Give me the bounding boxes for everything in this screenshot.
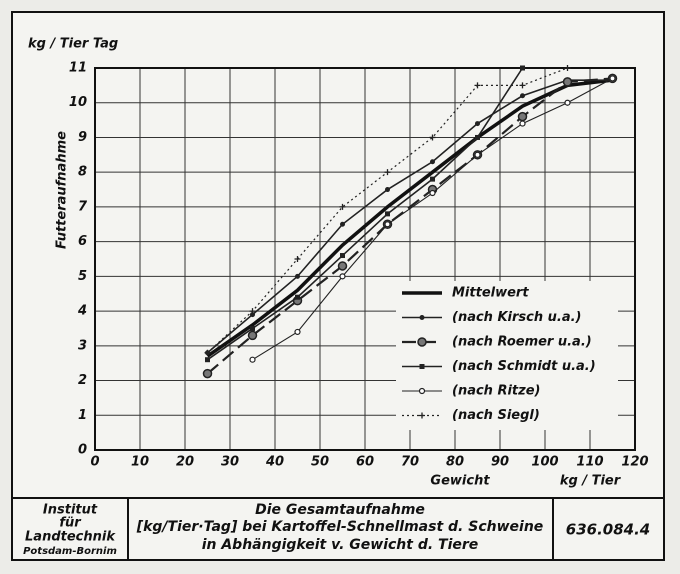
x-tick-label: 100 [531, 455, 558, 470]
institute: Potsdam-Bornim [23, 546, 117, 557]
x-unit: kg / Tier [560, 474, 622, 489]
y-tick-label: 9 [78, 130, 87, 145]
x-axis-label: Gewicht [430, 474, 490, 489]
marker [562, 77, 573, 87]
x-tick-label: 0 [90, 455, 99, 470]
x-tick-label: 60 [356, 455, 374, 470]
y-tick-label: 11 [69, 61, 87, 76]
x-tick-label: 110 [576, 455, 603, 470]
series-line [206, 77, 613, 375]
marker [205, 357, 210, 363]
marker [295, 273, 300, 279]
legend-label: (nach Kirsch u.a.) [452, 310, 581, 325]
marker [294, 256, 301, 262]
y-tick-label: 8 [78, 165, 87, 180]
marker [520, 93, 525, 99]
marker [249, 308, 256, 315]
marker [204, 349, 211, 356]
institute: Institut [43, 503, 98, 518]
marker [385, 187, 390, 193]
marker [202, 368, 213, 379]
y-tick-label: 4 [77, 304, 87, 319]
marker [418, 387, 426, 395]
footer-title: in Abhängigkeit v. Gewicht d. Tiere [202, 537, 479, 553]
legend-label: (nach Schmidt u.a.) [452, 359, 596, 374]
x-tick-label: 80 [446, 455, 464, 470]
marker [250, 325, 255, 331]
footer-title: Die Gesamtaufnahme [255, 502, 425, 518]
legend-label: Mittelwert [452, 286, 529, 301]
marker [429, 189, 436, 197]
footer-title: [kg/Tier·Tag] bei Kartoffel-Schnellmast … [136, 519, 544, 535]
y-tick-label: 5 [78, 269, 87, 284]
series-line [206, 79, 613, 354]
marker [475, 121, 480, 127]
y-tick-label: 1 [78, 408, 87, 423]
y-tick-label: 10 [69, 95, 87, 110]
y-axis-label: Futteraufnahme [55, 131, 70, 249]
marker [564, 99, 571, 106]
x-tick-label: 40 [265, 455, 284, 470]
y-tick-label: 7 [78, 199, 88, 214]
marker [384, 221, 391, 228]
marker [429, 134, 436, 141]
marker [294, 328, 301, 336]
marker [247, 330, 258, 341]
marker [430, 159, 435, 165]
y-tick-label: 6 [78, 234, 87, 249]
marker [340, 221, 345, 227]
marker [419, 412, 425, 419]
x-tick-label: 70 [401, 455, 419, 470]
marker [384, 169, 391, 176]
marker [249, 356, 256, 363]
x-tick-label: 90 [491, 455, 509, 470]
marker [419, 315, 425, 320]
institute: für [59, 516, 82, 531]
marker [517, 111, 528, 122]
marker [609, 75, 616, 82]
marker [519, 120, 526, 127]
x-tick-label: 10 [131, 455, 149, 470]
marker [474, 82, 481, 89]
code: 636.084.4 [566, 521, 650, 539]
legend-label: (nach Siegl) [452, 408, 540, 423]
marker [474, 151, 481, 158]
marker [250, 312, 255, 318]
legend-box [396, 281, 618, 430]
marker [417, 337, 427, 347]
marker [419, 364, 425, 369]
x-tick-label: 50 [311, 455, 329, 470]
marker [339, 273, 346, 280]
marker [295, 294, 300, 300]
legend-label: (nach Ritze) [452, 384, 540, 399]
series-line [206, 78, 613, 358]
marker [385, 211, 390, 217]
y-tick-label: 2 [78, 373, 87, 388]
plot-border [94, 67, 636, 451]
marker [519, 82, 526, 89]
marker [430, 176, 435, 182]
legend-label: (nach Roemer u.a.) [452, 335, 592, 350]
series-line [207, 67, 524, 361]
marker [475, 134, 480, 140]
marker [339, 203, 346, 210]
x-tick-label: 120 [621, 455, 648, 470]
y-tick-label: 3 [78, 338, 87, 353]
marker [337, 261, 348, 271]
x-tick-label: 30 [221, 455, 239, 470]
y-unit: kg / Tier Tag [28, 37, 118, 52]
x-tick-label: 20 [176, 455, 194, 470]
institute: Landtechnik [25, 530, 116, 545]
marker [340, 253, 345, 259]
marker [520, 65, 525, 71]
marker [564, 65, 571, 71]
y-tick-label: 0 [78, 443, 87, 458]
